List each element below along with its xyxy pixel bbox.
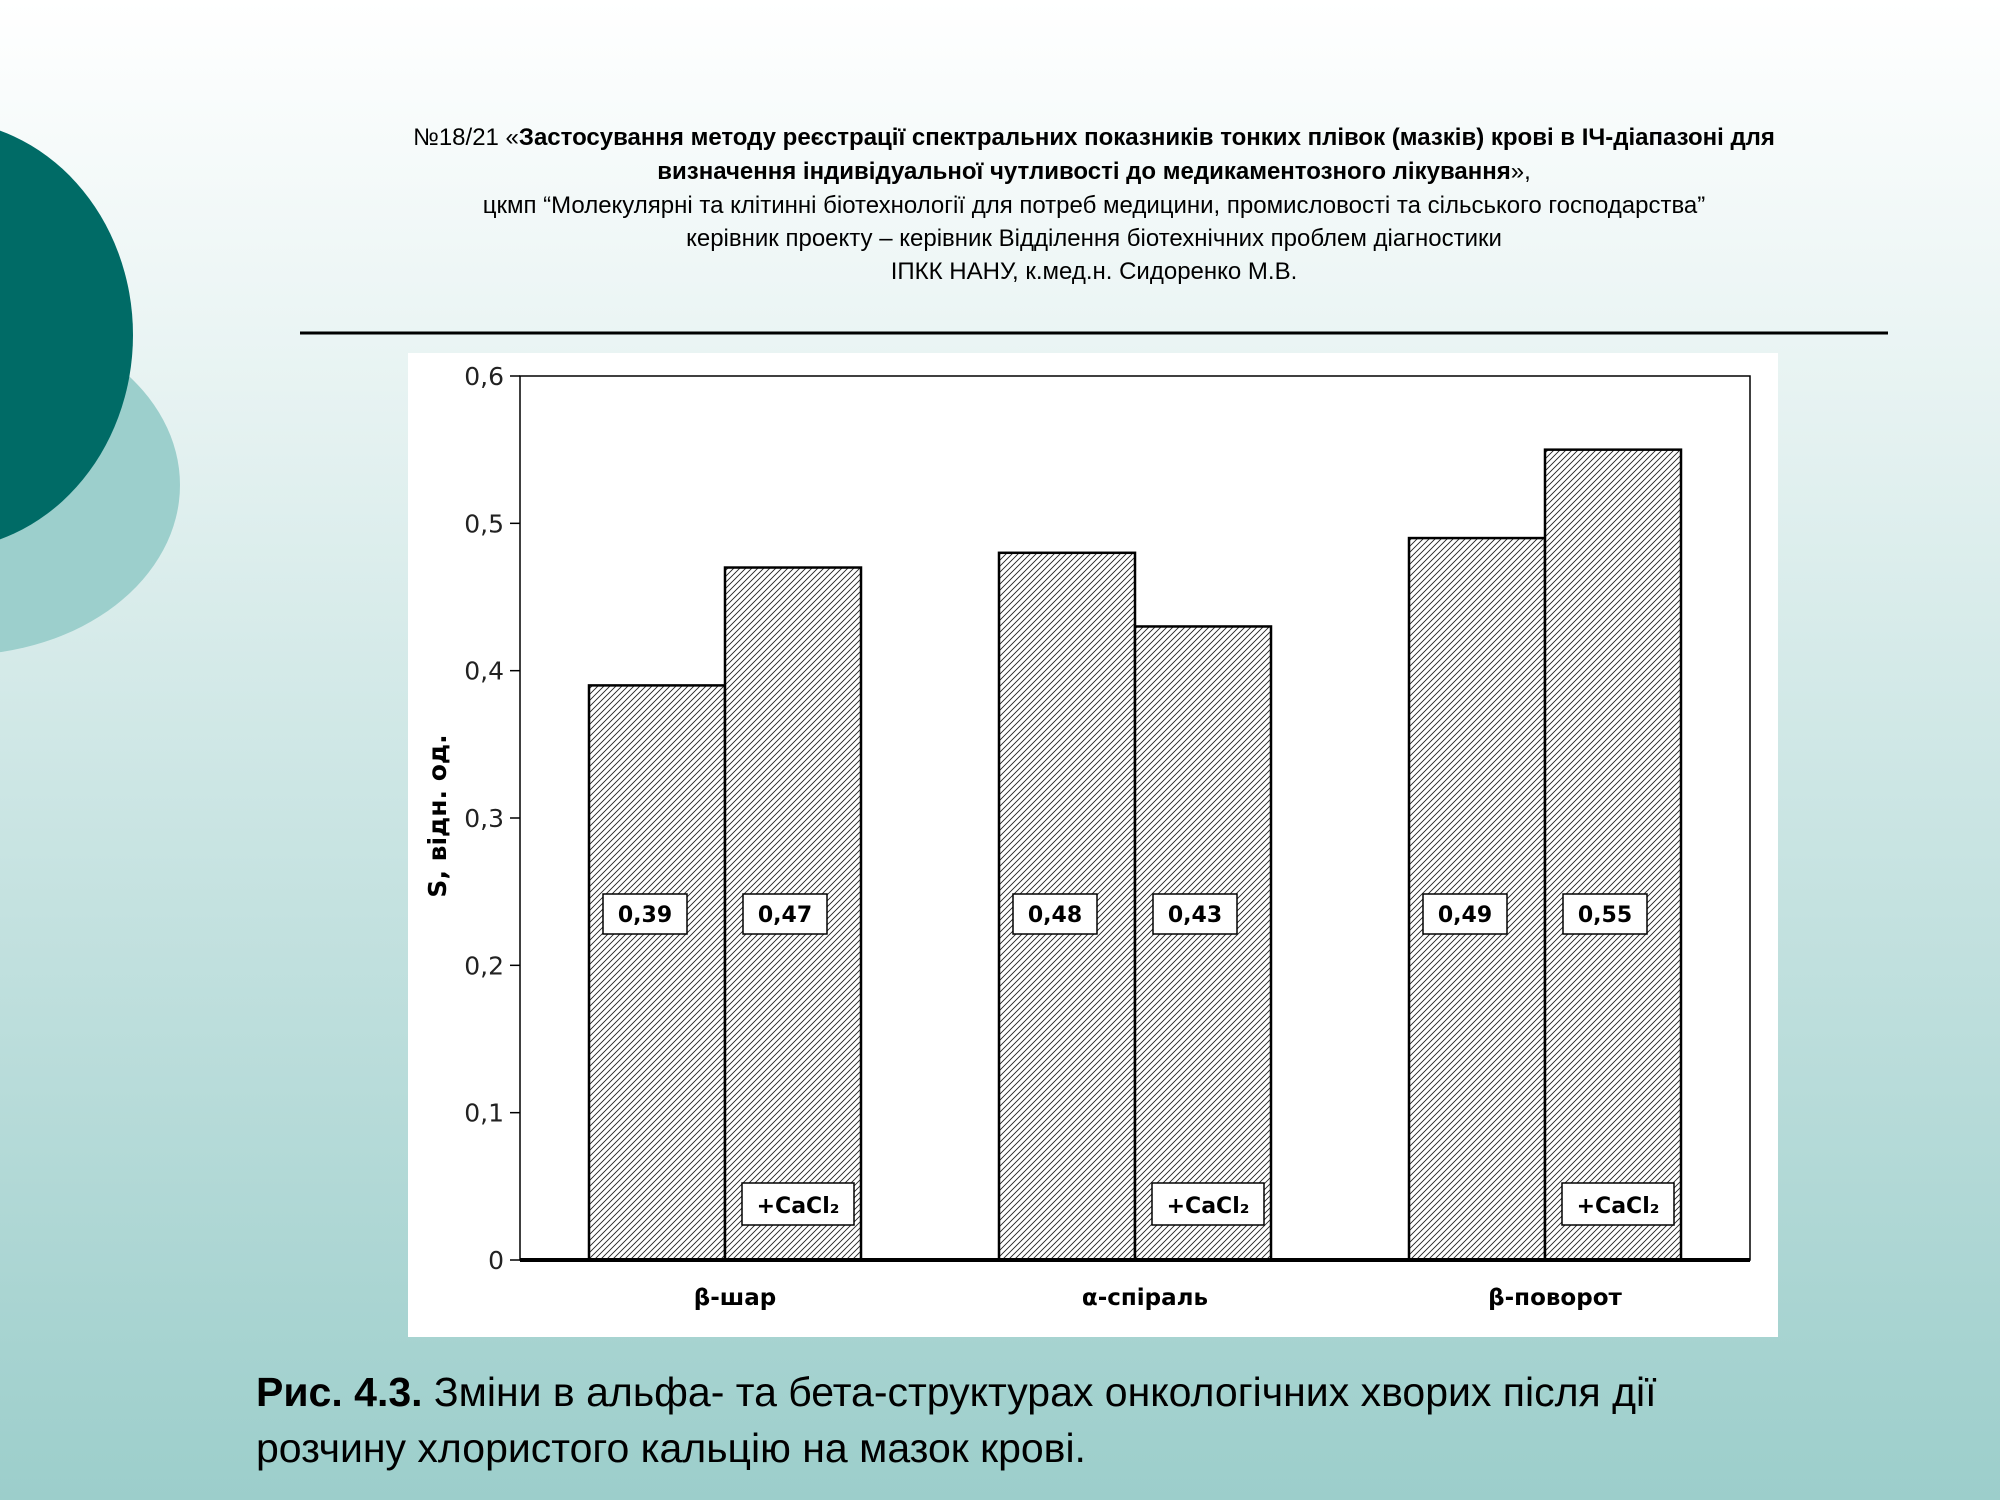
value-label: 0,47 xyxy=(758,903,812,928)
caption-label: Рис. 4.3. xyxy=(256,1369,423,1415)
annotation: +CaCl₂ xyxy=(1167,1194,1250,1219)
x-tick-label: β-поворот xyxy=(1488,1285,1622,1311)
y-tick-label: 0,6 xyxy=(464,362,504,391)
value-label: 0,55 xyxy=(1578,903,1632,928)
annotation-box xyxy=(741,1182,855,1226)
header-line: №18/21 «Застосування методу реєстрації с… xyxy=(413,124,1775,151)
value-label-box xyxy=(742,893,828,935)
header-title: визначення індивідуальної чутливості до … xyxy=(657,158,1510,185)
value-label-box xyxy=(1152,893,1238,935)
y-axis-label: S, відн. од. xyxy=(423,734,452,897)
header-line: керівник проекту – керівник Відділення б… xyxy=(686,225,1502,252)
y-tick-label: 0,4 xyxy=(464,657,504,686)
annotation: +CaCl₂ xyxy=(1577,1194,1660,1219)
x-tick-label: α-спіраль xyxy=(1082,1285,1208,1311)
x-tick-label: β-шар xyxy=(694,1285,776,1311)
value-label-box xyxy=(1012,893,1098,935)
header-suffix: », xyxy=(1511,158,1531,185)
value-label: 0,39 xyxy=(618,903,672,928)
y-tick-label: 0,5 xyxy=(464,509,504,538)
header-line: ІПКК НАНУ, к.мед.н. Сидоренко М.В. xyxy=(891,258,1298,285)
header-line: цкмп “Молекулярні та клітинні біотехноло… xyxy=(483,192,1706,219)
bar xyxy=(1543,448,1683,1262)
caption-line: Рис. 4.3. Зміни в альфа- та бета-структу… xyxy=(256,1369,1657,1415)
annotation-box xyxy=(1151,1182,1265,1226)
bar xyxy=(1133,625,1273,1262)
y-tick-label: 0,1 xyxy=(464,1099,504,1128)
value-label: 0,48 xyxy=(1028,903,1082,928)
y-tick-label: 0,3 xyxy=(464,804,504,833)
decoration xyxy=(0,130,133,540)
annotation-box xyxy=(1561,1182,1675,1226)
annotation: +CaCl₂ xyxy=(757,1194,840,1219)
value-label: 0,43 xyxy=(1168,903,1222,928)
value-label-box xyxy=(1422,893,1508,935)
header-title: Застосування методу реєстрації спектраль… xyxy=(519,124,1775,151)
value-label-box xyxy=(602,893,688,935)
value-label-box xyxy=(1562,893,1648,935)
caption-text: Зміни в альфа- та бета-структурах онколо… xyxy=(423,1369,1657,1415)
header-line: визначення індивідуальної чутливості до … xyxy=(657,158,1530,185)
y-tick-label: 0 xyxy=(488,1246,504,1275)
value-label: 0,49 xyxy=(1438,903,1492,928)
caption-line: розчину хлористого кальцію на мазок кров… xyxy=(256,1425,1086,1471)
header-prefix: №18/21 « xyxy=(413,124,519,151)
chart: 0 0,1 0,2 0,3 0,4 0,5 0,6 S, відн. од. 0,39 0,47 +… xyxy=(423,362,1751,1311)
bar xyxy=(587,684,727,1262)
y-tick-label: 0,2 xyxy=(464,951,504,980)
